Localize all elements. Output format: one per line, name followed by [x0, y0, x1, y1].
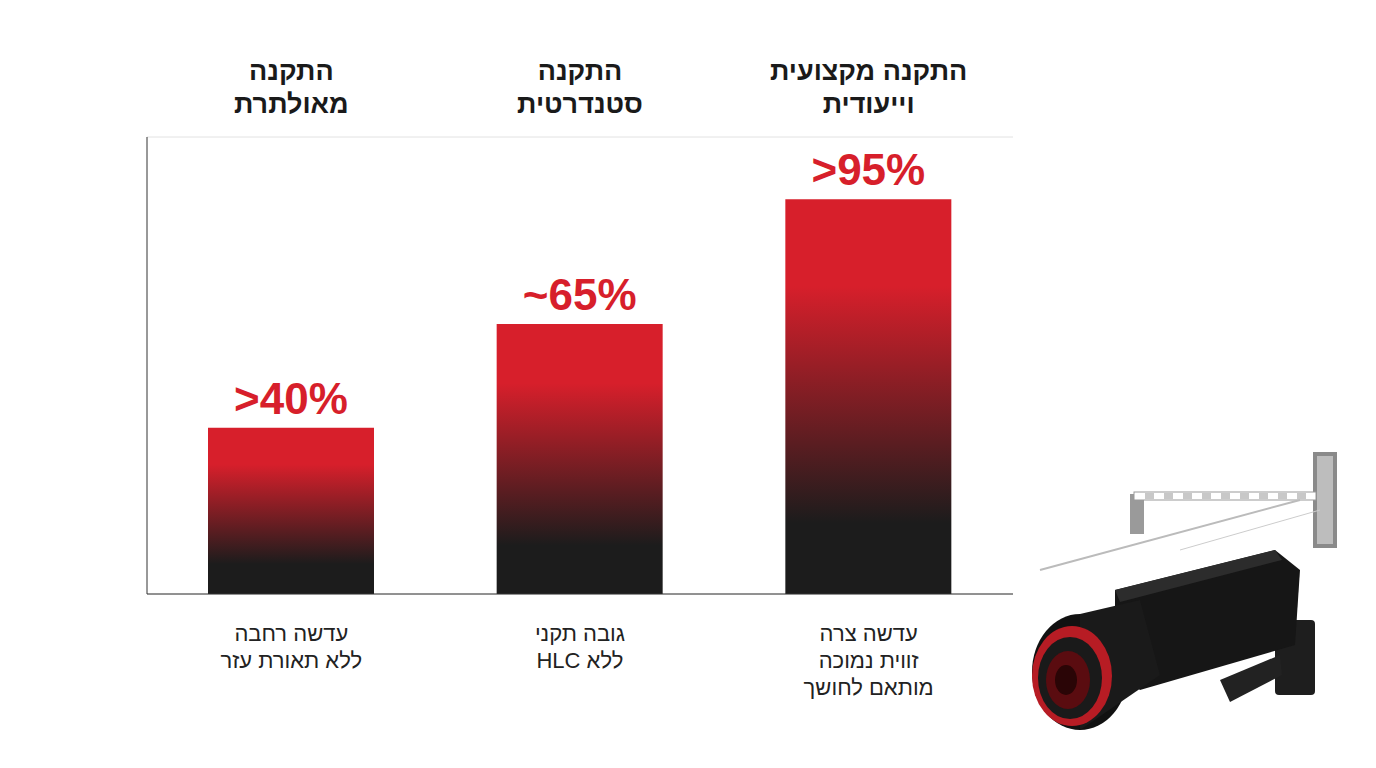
svg-text:סטנדרטית: סטנדרטית [517, 89, 643, 119]
svg-text:התקנה: התקנה [249, 56, 334, 86]
svg-text:מותאם לחושך: מותאם לחושך [804, 675, 934, 700]
svg-text:~65%: ~65% [523, 270, 637, 319]
svg-text:עדשה צרה: עדשה צרה [820, 621, 918, 646]
svg-text:ללא תאורת עזר: ללא תאורת עזר [220, 648, 362, 673]
svg-text:התקנה: התקנה [538, 56, 623, 86]
svg-text:ללא HLC: ללא HLC [536, 648, 623, 673]
svg-text:וייעודית: וייעודית [823, 89, 915, 119]
svg-text:גובה תקני: גובה תקני [535, 621, 625, 646]
svg-text:>40%: >40% [234, 374, 348, 423]
svg-text:זווית נמוכה: זווית נמוכה [819, 648, 919, 673]
svg-text:התקנה מקצועית: התקנה מקצועית [770, 56, 967, 86]
svg-text:מאולתרת: מאולתרת [234, 89, 349, 119]
svg-text:>95%: >95% [811, 145, 925, 194]
svg-text:עדשה רחבה: עדשה רחבה [234, 621, 348, 646]
